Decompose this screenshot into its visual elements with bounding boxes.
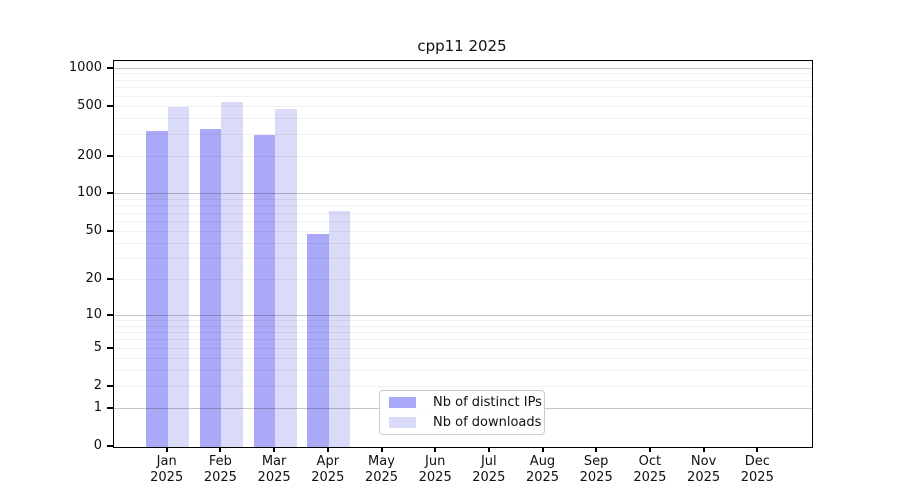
- gridline-minor: [114, 257, 812, 259]
- x-axis-tick: [487, 447, 490, 452]
- gridline-minor: [114, 133, 812, 135]
- x-tick-label-jun: Jun 2025: [418, 454, 452, 485]
- gridline-minor: [114, 242, 812, 244]
- gridline-minor: [114, 279, 812, 281]
- legend-row-downloads: Nb of downloads: [389, 415, 544, 430]
- legend-label-downloads: Nb of downloads: [433, 415, 542, 430]
- bar-downloads-mar: [275, 108, 297, 447]
- x-tick-label-apr: Apr 2025: [311, 454, 345, 485]
- gridline-minor: [114, 347, 812, 349]
- bar-distinct-ips-mar: [253, 135, 276, 447]
- bar-downloads-jan: [167, 106, 190, 447]
- bar-downloads-feb: [221, 102, 243, 447]
- gridline-minor: [114, 73, 812, 75]
- y-axis-tick: [107, 278, 113, 281]
- gridline-minor: [114, 205, 812, 207]
- legend-swatch-distinct-ips: [389, 397, 416, 408]
- y-axis-tick: [107, 229, 113, 232]
- x-tick-label-aug: Aug 2025: [525, 454, 560, 485]
- gridline-minor: [114, 155, 812, 157]
- x-tick-label-mar: Mar 2025: [257, 454, 291, 485]
- y-axis-tick: [107, 445, 113, 447]
- x-axis-tick: [326, 447, 329, 452]
- gridline-minor: [114, 95, 812, 97]
- legend-row-distinct-ips: Nb of distinct IPs: [389, 395, 544, 410]
- x-axis-tick: [273, 447, 276, 452]
- x-tick-label-nov: Nov 2025: [687, 454, 721, 485]
- gridline-major: [114, 193, 812, 195]
- gridline-minor: [114, 319, 812, 321]
- bar-downloads-apr: [328, 210, 351, 447]
- x-tick-label-feb: Feb 2025: [203, 454, 237, 485]
- bar-distinct-ips-jan: [146, 130, 168, 447]
- gridline-major: [114, 67, 812, 69]
- y-axis-tick: [107, 384, 113, 387]
- x-axis-tick: [702, 447, 705, 452]
- gridline-minor: [114, 357, 812, 359]
- x-tick-label-sep: Sep 2025: [579, 454, 613, 485]
- gridline-minor: [114, 79, 812, 81]
- bar-distinct-ips-apr: [307, 233, 329, 447]
- y-axis-tick: [107, 104, 113, 107]
- y-axis-tick: [107, 407, 113, 409]
- y-tick-label: 5: [93, 339, 102, 355]
- gridline-minor: [114, 332, 812, 334]
- y-axis-tick: [107, 66, 113, 69]
- y-tick-label: 10: [85, 306, 102, 322]
- x-axis-tick: [756, 447, 759, 452]
- gridline-minor: [114, 339, 812, 341]
- x-axis-tick: [595, 447, 598, 452]
- plot-area: Nb of distinct IPs Nb of downloads: [113, 60, 813, 448]
- gridline-major: [114, 314, 812, 316]
- y-tick-label: 1000: [68, 59, 102, 75]
- y-tick-label: 100: [77, 185, 102, 201]
- x-axis-tick: [219, 447, 222, 452]
- gridline-minor: [114, 370, 812, 372]
- x-tick-label-may: May 2025: [364, 454, 399, 485]
- x-tick-label-jul: Jul 2025: [472, 454, 506, 485]
- x-tick-label-oct: Oct 2025: [633, 454, 667, 485]
- x-axis-tick: [648, 447, 651, 452]
- gridline-minor: [114, 220, 812, 222]
- gridline-minor: [114, 117, 812, 119]
- y-tick-label: 2: [93, 377, 102, 393]
- x-tick-label-dec: Dec 2025: [740, 454, 774, 485]
- gridline-minor: [114, 230, 812, 232]
- gridline-minor: [114, 199, 812, 200]
- x-axis-tick: [434, 447, 437, 452]
- y-tick-label: 0: [93, 438, 102, 453]
- y-tick-label: 20: [85, 271, 102, 287]
- bar-distinct-ips-feb: [199, 129, 222, 447]
- y-tick-label: 1: [93, 400, 102, 415]
- legend-label-distinct-ips: Nb of distinct IPs: [433, 395, 542, 410]
- gridline-minor: [114, 87, 812, 89]
- y-axis-tick: [107, 154, 113, 157]
- x-axis-tick: [165, 447, 168, 452]
- y-tick-label: 500: [77, 97, 102, 113]
- gridline-minor: [114, 325, 812, 327]
- y-axis-tick: [107, 192, 113, 195]
- x-axis-tick: [380, 447, 383, 452]
- y-tick-label: 200: [77, 147, 102, 163]
- gridline-minor: [114, 105, 812, 107]
- y-axis-tick: [107, 346, 113, 349]
- legend-swatch-downloads: [389, 417, 416, 428]
- gridline-minor: [114, 212, 812, 214]
- chart-title: cpp11 2025: [417, 37, 507, 55]
- y-tick-label: 50: [85, 222, 102, 238]
- legend: Nb of distinct IPs Nb of downloads: [379, 390, 545, 435]
- x-axis-tick: [541, 447, 544, 452]
- y-axis-tick: [107, 313, 113, 316]
- x-tick-label-jan: Jan 2025: [150, 454, 184, 485]
- gridline-minor: [114, 385, 812, 387]
